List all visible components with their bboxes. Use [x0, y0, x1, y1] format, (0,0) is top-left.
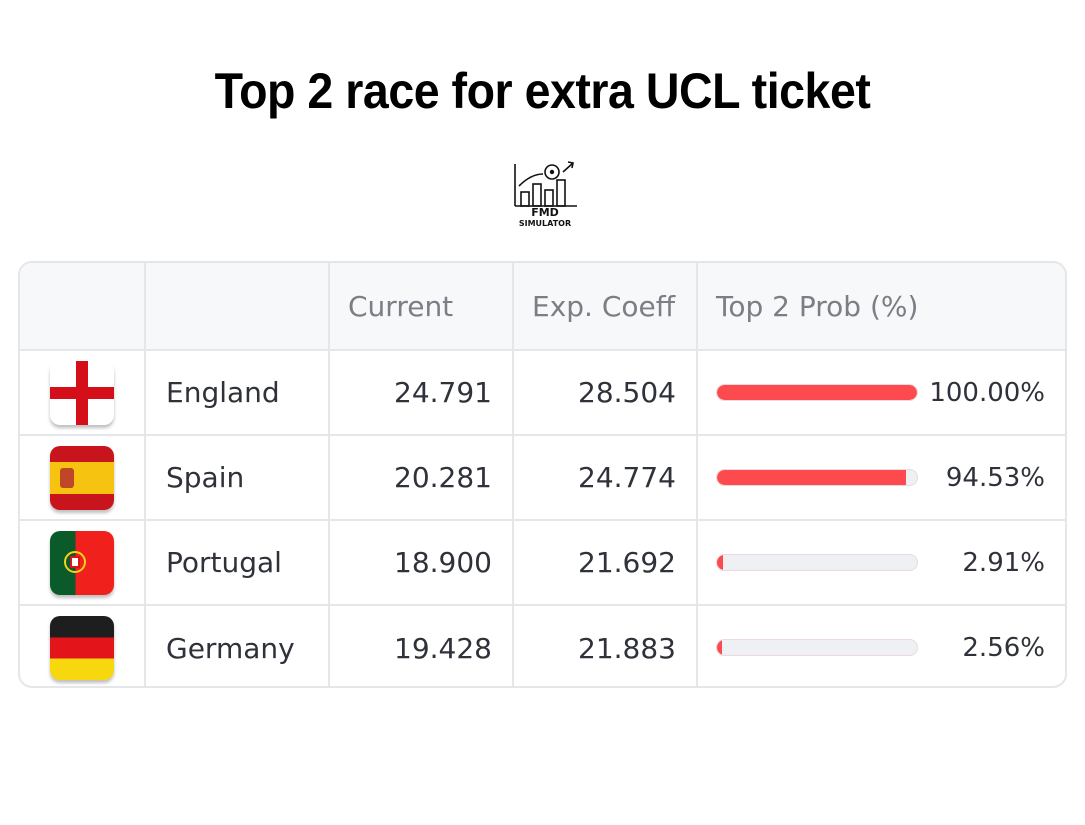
- logo-text-simulator: SIMULATOR: [518, 219, 572, 228]
- country-name: Portugal: [144, 519, 330, 606]
- header-country: [144, 263, 330, 351]
- country-name: Germany: [144, 604, 330, 686]
- spain-flag-icon: [50, 445, 114, 510]
- probability-bar: [716, 553, 918, 571]
- table-row: Germany 19.428 21.883 2.56%: [20, 604, 1065, 686]
- table-row: Portugal 18.900 21.692 2.91%: [20, 519, 1065, 606]
- country-name: Spain: [144, 434, 330, 521]
- table-header-row: Current Exp. Coeff Top 2 Prob (%): [20, 263, 1065, 351]
- probability-bar: [716, 383, 918, 401]
- current-value: 19.428: [328, 604, 514, 686]
- table-row: England 24.791 28.504 100.00%: [20, 349, 1065, 436]
- current-value: 24.791: [328, 349, 514, 436]
- exp-coeff-value: 21.692: [512, 519, 698, 606]
- header-exp-coeff: Exp. Coeff: [512, 263, 698, 351]
- exp-coeff-value: 28.504: [512, 349, 698, 436]
- exp-coeff-value: 21.883: [512, 604, 698, 686]
- probability-bar: [716, 639, 918, 656]
- current-value: 20.281: [328, 434, 514, 521]
- header-top2-prob: Top 2 Prob (%): [696, 263, 1065, 351]
- portugal-flag-icon: [50, 530, 114, 595]
- country-name: England: [144, 349, 330, 436]
- logo-text-fmd: FMD: [531, 206, 559, 219]
- probability-bar: [716, 468, 918, 486]
- header-flag: [20, 263, 146, 351]
- exp-coeff-value: 24.774: [512, 434, 698, 521]
- probability-value: 100.00%: [929, 377, 1045, 408]
- page-title: Top 2 race for extra UCL ticket: [214, 63, 871, 119]
- header-current: Current: [328, 263, 514, 351]
- england-flag-icon: [50, 360, 114, 425]
- table-row: Spain 20.281 24.774 94.53%: [20, 434, 1065, 521]
- germany-flag-icon: [50, 616, 114, 680]
- current-value: 18.900: [328, 519, 514, 606]
- fmd-simulator-logo: FMD SIMULATOR: [505, 156, 585, 236]
- bar-chart-football-icon: [514, 161, 577, 207]
- probability-value: 2.91%: [962, 547, 1045, 578]
- probability-value: 94.53%: [945, 462, 1045, 493]
- probability-value: 2.56%: [962, 633, 1045, 663]
- ucl-race-table: Current Exp. Coeff Top 2 Prob (%) Englan…: [18, 261, 1067, 688]
